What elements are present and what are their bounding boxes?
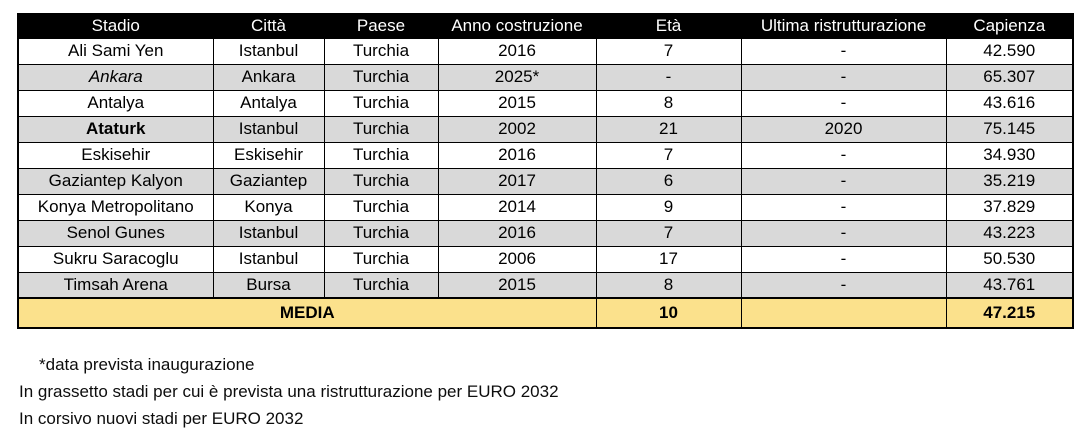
cell-capienza: 34.930 bbox=[945, 141, 1074, 169]
column-header-citta: Città bbox=[212, 13, 325, 39]
cell-anno-costruzione: 2006 bbox=[437, 245, 597, 273]
table-row: Ankara Ankara Turchia 2025* - - 65.307 bbox=[17, 63, 1074, 91]
footnote-asterisk: *data prevista inaugurazione bbox=[39, 355, 255, 374]
cell-eta: 9 bbox=[595, 193, 742, 221]
cell-citta: Istanbul bbox=[212, 245, 325, 273]
column-header-anno-costruzione: Anno costruzione bbox=[437, 13, 597, 39]
cell-capienza: 75.145 bbox=[945, 115, 1074, 143]
cell-ultima-ristrutturazione: - bbox=[740, 37, 947, 65]
table-row: Gaziantep Kalyon Gaziantep Turchia 2017 … bbox=[17, 167, 1074, 195]
cell-citta: Ankara bbox=[212, 63, 325, 91]
table-row: Timsah Arena Bursa Turchia 2015 8 - 43.7… bbox=[17, 271, 1074, 299]
cell-ultima-ristrutturazione: 2020 bbox=[740, 115, 947, 143]
cell-ultima-ristrutturazione: - bbox=[740, 167, 947, 195]
cell-stadio: Sukru Saracoglu bbox=[17, 245, 214, 273]
cell-paese: Turchia bbox=[323, 271, 439, 299]
footnote-bold-legend: In grassetto stadi per cui è prevista un… bbox=[19, 382, 559, 401]
cell-anno-costruzione: 2016 bbox=[437, 141, 597, 169]
cell-eta: - bbox=[595, 63, 742, 91]
cell-anno-costruzione: 2025* bbox=[437, 63, 597, 91]
cell-stadio: Antalya bbox=[17, 89, 214, 117]
cell-eta: 21 bbox=[595, 115, 742, 143]
cell-capienza: 50.530 bbox=[945, 245, 1074, 273]
cell-citta: Eskisehir bbox=[212, 141, 325, 169]
table-row: Antalya Antalya Turchia 2015 8 - 43.616 bbox=[17, 89, 1074, 117]
summary-eta: 10 bbox=[595, 297, 742, 329]
cell-eta: 8 bbox=[595, 271, 742, 299]
cell-paese: Turchia bbox=[323, 37, 439, 65]
table-row: Ali Sami Yen Istanbul Turchia 2016 7 - 4… bbox=[17, 37, 1074, 65]
cell-anno-costruzione: 2017 bbox=[437, 167, 597, 195]
footnote-italic-legend: In corsivo nuovi stadi per EURO 2032 bbox=[19, 409, 304, 428]
table-row: Senol Gunes Istanbul Turchia 2016 7 - 43… bbox=[17, 219, 1074, 247]
cell-ultima-ristrutturazione: - bbox=[740, 219, 947, 247]
column-header-paese: Paese bbox=[323, 13, 439, 39]
cell-stadio: Konya Metropolitano bbox=[17, 193, 214, 221]
table-row: Konya Metropolitano Konya Turchia 2014 9… bbox=[17, 193, 1074, 221]
cell-paese: Turchia bbox=[323, 141, 439, 169]
cell-stadio: Eskisehir bbox=[17, 141, 214, 169]
cell-citta: Istanbul bbox=[212, 115, 325, 143]
cell-ultima-ristrutturazione: - bbox=[740, 245, 947, 273]
cell-eta: 7 bbox=[595, 219, 742, 247]
header-row: Stadio Città Paese Anno costruzione Età … bbox=[17, 13, 1074, 39]
cell-citta: Istanbul bbox=[212, 37, 325, 65]
cell-stadio: Ali Sami Yen bbox=[17, 37, 214, 65]
column-header-ultima-ristrutturazione: Ultima ristrutturazione bbox=[740, 13, 947, 39]
cell-paese: Turchia bbox=[323, 89, 439, 117]
cell-eta: 8 bbox=[595, 89, 742, 117]
cell-citta: Bursa bbox=[212, 271, 325, 299]
cell-stadio: Gaziantep Kalyon bbox=[17, 167, 214, 195]
cell-ultima-ristrutturazione: - bbox=[740, 271, 947, 299]
cell-stadio: Ataturk bbox=[17, 115, 214, 143]
cell-citta: Antalya bbox=[212, 89, 325, 117]
column-header-capienza: Capienza bbox=[945, 13, 1074, 39]
column-header-eta: Età bbox=[595, 13, 742, 39]
cell-capienza: 43.223 bbox=[945, 219, 1074, 247]
cell-stadio: Timsah Arena bbox=[17, 271, 214, 299]
cell-ultima-ristrutturazione: - bbox=[740, 89, 947, 117]
footnotes: *data prevista inaugurazione In grassett… bbox=[19, 351, 559, 432]
summary-capienza: 47.215 bbox=[945, 297, 1074, 329]
summary-ultima-ristrutturazione bbox=[740, 297, 947, 329]
cell-capienza: 37.829 bbox=[945, 193, 1074, 221]
cell-paese: Turchia bbox=[323, 219, 439, 247]
cell-citta: Gaziantep bbox=[212, 167, 325, 195]
cell-paese: Turchia bbox=[323, 193, 439, 221]
cell-eta: 7 bbox=[595, 141, 742, 169]
summary-row-media: MEDIA 10 47.215 bbox=[17, 297, 1074, 329]
cell-anno-costruzione: 2014 bbox=[437, 193, 597, 221]
cell-stadio: Ankara bbox=[17, 63, 214, 91]
cell-citta: Istanbul bbox=[212, 219, 325, 247]
cell-capienza: 43.761 bbox=[945, 271, 1074, 299]
cell-eta: 6 bbox=[595, 167, 742, 195]
table-row: Ataturk Istanbul Turchia 2002 21 2020 75… bbox=[17, 115, 1074, 143]
cell-eta: 7 bbox=[595, 37, 742, 65]
stadium-table: Stadio Città Paese Anno costruzione Età … bbox=[17, 13, 1074, 329]
cell-citta: Konya bbox=[212, 193, 325, 221]
cell-paese: Turchia bbox=[323, 63, 439, 91]
stadium-table-container: Stadio Città Paese Anno costruzione Età … bbox=[17, 13, 1074, 329]
cell-capienza: 65.307 bbox=[945, 63, 1074, 91]
cell-anno-costruzione: 2016 bbox=[437, 219, 597, 247]
cell-capienza: 35.219 bbox=[945, 167, 1074, 195]
cell-stadio: Senol Gunes bbox=[17, 219, 214, 247]
cell-capienza: 42.590 bbox=[945, 37, 1074, 65]
cell-paese: Turchia bbox=[323, 115, 439, 143]
cell-anno-costruzione: 2015 bbox=[437, 89, 597, 117]
cell-anno-costruzione: 2016 bbox=[437, 37, 597, 65]
cell-capienza: 43.616 bbox=[945, 89, 1074, 117]
cell-paese: Turchia bbox=[323, 245, 439, 273]
column-header-stadio: Stadio bbox=[17, 13, 214, 39]
cell-anno-costruzione: 2002 bbox=[437, 115, 597, 143]
cell-ultima-ristrutturazione: - bbox=[740, 141, 947, 169]
table-row: Sukru Saracoglu Istanbul Turchia 2006 17… bbox=[17, 245, 1074, 273]
cell-ultima-ristrutturazione: - bbox=[740, 193, 947, 221]
cell-ultima-ristrutturazione: - bbox=[740, 63, 947, 91]
table-row: Eskisehir Eskisehir Turchia 2016 7 - 34.… bbox=[17, 141, 1074, 169]
cell-eta: 17 bbox=[595, 245, 742, 273]
cell-anno-costruzione: 2015 bbox=[437, 271, 597, 299]
summary-label: MEDIA bbox=[17, 297, 597, 329]
cell-paese: Turchia bbox=[323, 167, 439, 195]
